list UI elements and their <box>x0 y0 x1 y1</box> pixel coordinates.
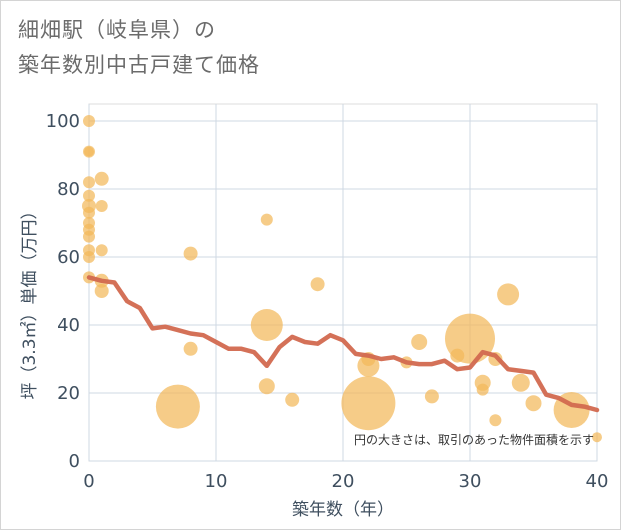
y-tick-label: 0 <box>69 451 80 472</box>
y-tick-label: 20 <box>57 383 80 404</box>
average-line-series <box>86 275 600 413</box>
data-bubble <box>260 213 273 226</box>
data-bubble <box>285 392 300 407</box>
data-bubble <box>497 283 520 306</box>
data-bubble <box>310 277 325 292</box>
data-bubble <box>592 432 602 443</box>
x-tick-label: 20 <box>332 471 355 492</box>
chart-title: 細畑駅（岐阜県）の 築年数別中古戸建て価格 <box>18 13 260 83</box>
data-bubble <box>525 395 542 412</box>
data-bubble <box>183 246 198 261</box>
data-bubble <box>183 341 198 356</box>
data-bubble <box>83 189 95 202</box>
data-bubble <box>341 376 396 431</box>
x-axis-label: 築年数（年） <box>292 500 394 520</box>
x-tick-label: 30 <box>459 471 482 492</box>
chart-title-line1: 細畑駅（岐阜県）の <box>18 18 216 42</box>
data-bubble <box>489 414 502 427</box>
average-price-line <box>86 275 600 413</box>
data-bubble <box>155 384 200 429</box>
data-bubble <box>94 171 109 186</box>
data-bubble <box>95 244 108 257</box>
axis-ticks: 0 20 40 60 80 100 0 10 20 30 40 <box>46 111 609 492</box>
y-tick-label: 60 <box>57 247 80 268</box>
x-tick-label: 10 <box>205 471 228 492</box>
data-bubble <box>445 313 495 364</box>
x-tick-label: 40 <box>586 471 609 492</box>
data-bubble <box>258 378 275 395</box>
x-tick-label: 0 <box>83 471 94 492</box>
y-tick-label: 80 <box>57 179 80 200</box>
y-tick-label: 40 <box>57 315 80 336</box>
y-axis-label: 坪（3.3㎡）単価（万円） <box>20 202 40 399</box>
data-bubble <box>84 146 94 157</box>
data-bubble <box>411 334 428 350</box>
data-bubble <box>95 200 108 212</box>
data-bubble <box>83 115 95 127</box>
bubble-size-note: 円の大きさは、取引のあった物件面積を示す <box>354 432 594 447</box>
data-bubble <box>83 206 95 219</box>
data-bubble <box>511 373 530 392</box>
data-bubble <box>250 309 283 341</box>
data-bubble <box>83 176 95 189</box>
data-bubble <box>83 230 95 243</box>
chart-title-line2: 築年数別中古戸建て価格 <box>18 53 260 77</box>
data-bubble <box>424 389 439 404</box>
data-bubble <box>83 251 95 263</box>
data-bubble <box>94 284 109 298</box>
gridlines <box>88 104 598 462</box>
y-tick-label: 100 <box>46 111 80 132</box>
data-bubble <box>476 383 489 396</box>
